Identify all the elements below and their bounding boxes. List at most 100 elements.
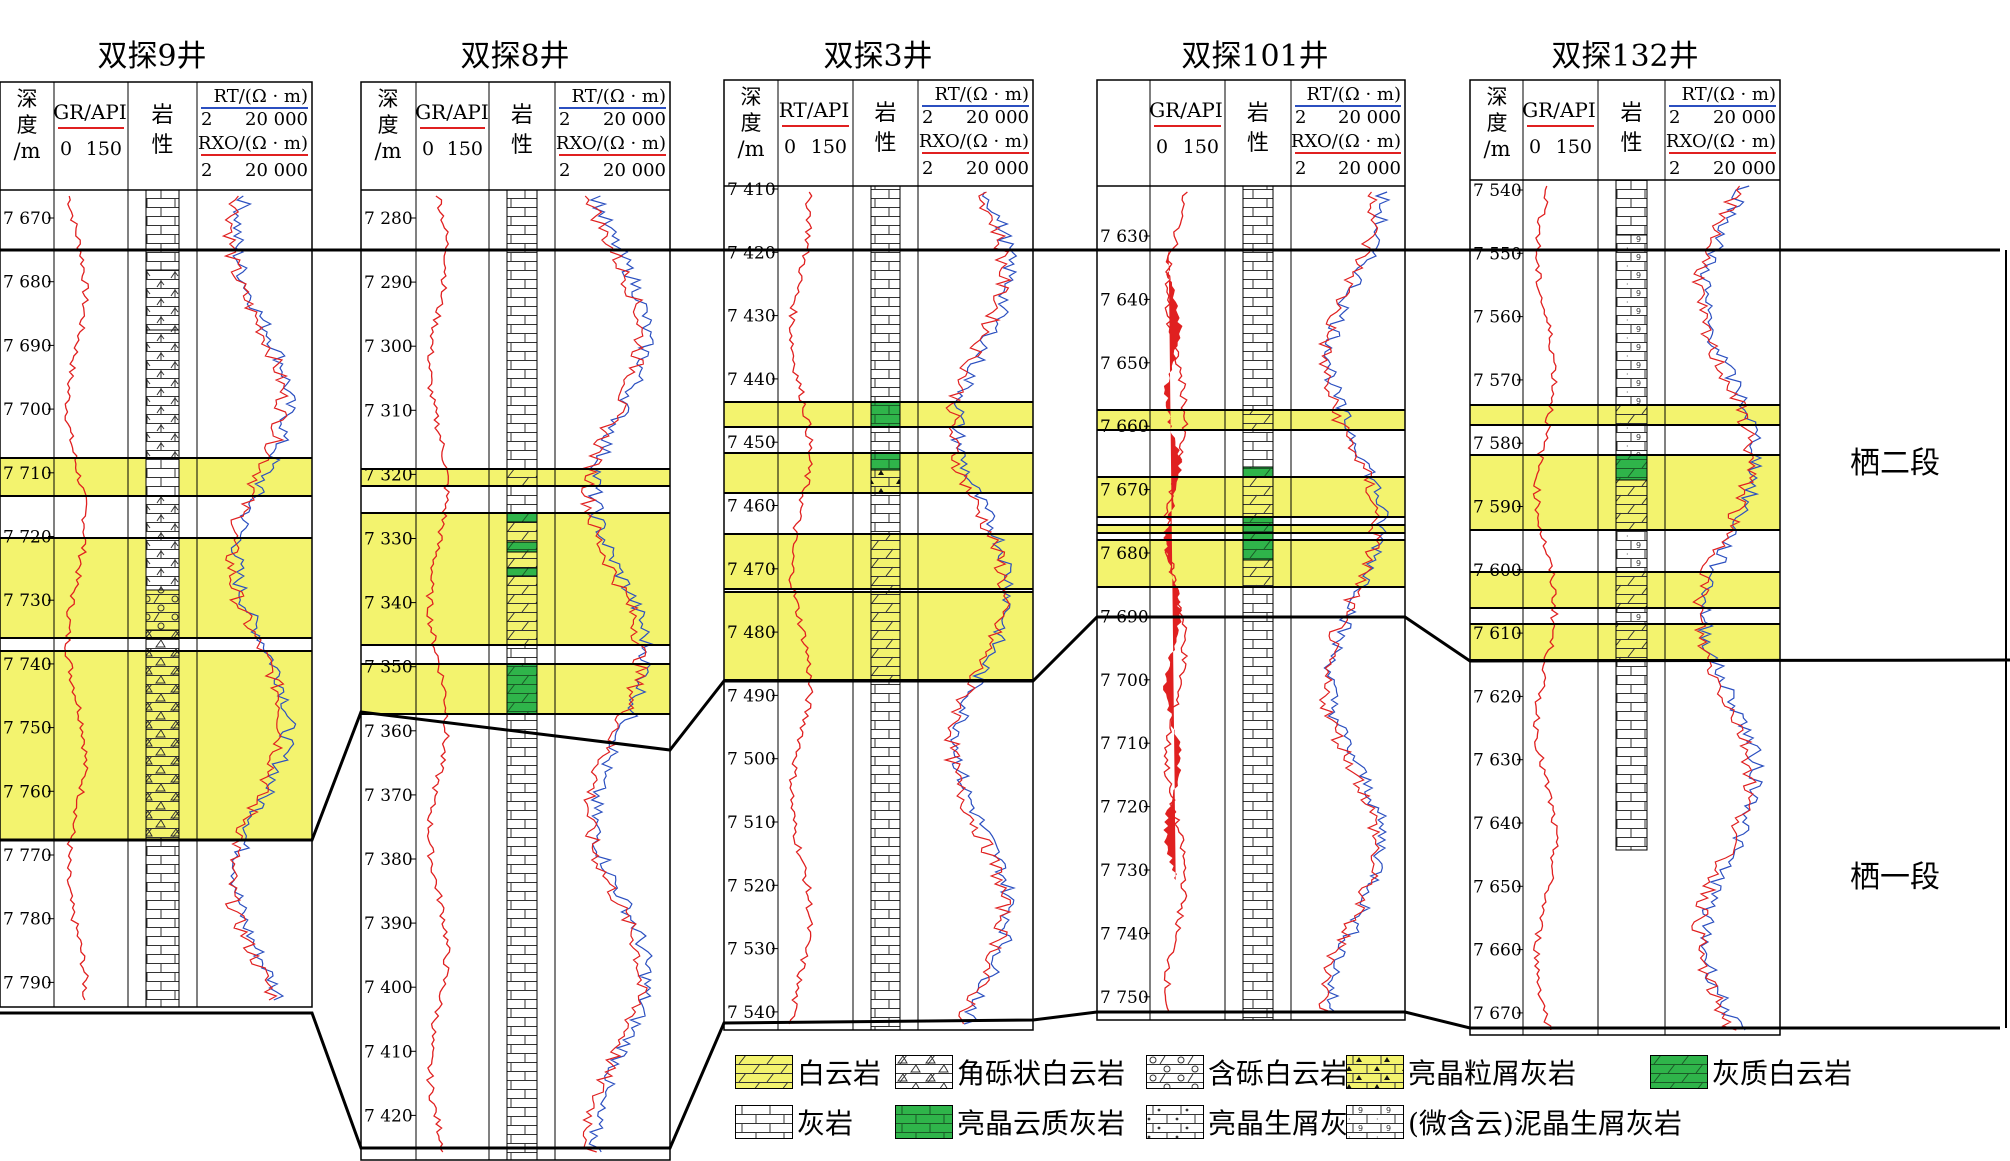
depth-tick-label: 7 650 xyxy=(1100,354,1149,374)
lith-interval-limedol xyxy=(1242,539,1274,561)
depth-tick-label: 7 330 xyxy=(364,530,413,550)
lith-interval-dolomite xyxy=(1242,476,1274,518)
lith-interval-brecciadol xyxy=(145,329,180,459)
legend-swatch xyxy=(895,1055,953,1089)
rxo-scale-max: 20 000 xyxy=(245,160,308,181)
rt-scale-max: 20 000 xyxy=(1338,107,1401,128)
rxo-label: RXO/(Ω · m) xyxy=(1666,131,1776,152)
legend-item-dolomite: 白云岩 xyxy=(735,1052,881,1092)
depth-tick-label: 7 700 xyxy=(3,400,52,420)
legend-swatch xyxy=(1346,1105,1404,1139)
rxo-scale-max: 20 000 xyxy=(966,158,1029,179)
legend-item-sparite: 亮晶粒屑灰岩 xyxy=(1346,1052,1576,1092)
curve1-scale-min: 0 xyxy=(1156,136,1168,158)
depth-tick-label: 7 670 xyxy=(1473,1004,1522,1024)
depth-tick-label: 7 380 xyxy=(364,850,413,870)
gr-curve xyxy=(64,195,90,1001)
rt-scale-min: 2 xyxy=(201,109,212,130)
curve1-scale-min: 0 xyxy=(784,136,796,158)
depth-tick-label: 7 740 xyxy=(1100,924,1149,944)
depth-tick-label: 7 540 xyxy=(1473,181,1522,201)
lith-interval-limestone xyxy=(145,457,180,497)
depth-tick-label: 7 470 xyxy=(727,560,776,580)
lith-interval-limestone xyxy=(145,189,180,271)
rt-label: RT/(Ω · m) xyxy=(571,86,666,107)
depth-tick-label: 7 690 xyxy=(3,336,52,356)
lith-interval-dolomite xyxy=(1615,571,1648,609)
lith-header: 岩 xyxy=(1247,101,1269,126)
well-frame xyxy=(1096,79,1406,1021)
rxo-curve xyxy=(579,195,649,1153)
legend-swatch xyxy=(895,1105,953,1139)
legend-label: (微含云)泥晶生屑灰岩 xyxy=(1408,1107,1682,1140)
depth-tick-label: 7 480 xyxy=(727,623,776,643)
depth-tick-label: 7 730 xyxy=(3,591,52,611)
legend-item-gravel: 含砾白云岩 xyxy=(1146,1052,1348,1092)
rt-curve xyxy=(230,195,297,1001)
depth-tick-label: 7 290 xyxy=(364,273,413,293)
lith-interval-brecciadol xyxy=(145,269,180,331)
lith-interval-limestone xyxy=(870,426,901,454)
rt-label: RT/(Ω · m) xyxy=(934,84,1029,105)
depth-tick-label: 7 750 xyxy=(3,719,52,739)
depth-tick-label: 7 720 xyxy=(1100,798,1149,818)
curve1-label: GR/API xyxy=(53,100,127,124)
lith-interval-brecciadol xyxy=(145,495,180,591)
depth-header: /m xyxy=(738,137,765,161)
curve1-scale-max: 150 xyxy=(1556,136,1592,158)
depth-tick-label: 7 300 xyxy=(364,337,413,357)
lith-interval-limedol xyxy=(506,512,538,523)
lith-interval-dolomite xyxy=(506,575,538,646)
well-frame xyxy=(0,81,313,1008)
legend-label: 亮晶粒屑灰岩 xyxy=(1408,1057,1577,1090)
lith-interval-limestone xyxy=(1242,185,1274,411)
depth-tick-label: 7 430 xyxy=(727,307,776,327)
depth-tick-label: 7 520 xyxy=(727,876,776,896)
lith-header: 性 xyxy=(874,131,896,156)
legend-swatch xyxy=(1146,1055,1204,1089)
depth-header: 深 xyxy=(17,87,38,111)
legend-swatch xyxy=(1146,1105,1204,1139)
depth-tick-label: 7 630 xyxy=(1100,227,1149,247)
rt-scale-max: 20 000 xyxy=(245,109,308,130)
depth-tick-label: 7 640 xyxy=(1100,290,1149,310)
lith-interval-micrite xyxy=(1615,424,1648,456)
depth-header: /m xyxy=(14,139,41,163)
rt-scale-min: 2 xyxy=(922,107,933,128)
depth-tick-label: 7 360 xyxy=(364,722,413,742)
well-title: 双探101井 xyxy=(1181,39,1328,74)
lith-header: 岩 xyxy=(151,103,173,128)
legend-item-micrite: (微含云)泥晶生屑灰岩 xyxy=(1346,1102,1682,1142)
curve1-scale-max: 150 xyxy=(811,136,847,158)
rxo-scale-min: 2 xyxy=(922,158,933,179)
depth-tick-label: 7 350 xyxy=(364,658,413,678)
depth-tick-label: 7 550 xyxy=(1473,244,1522,264)
correlation-line-bot xyxy=(0,1010,2000,1150)
depth-tick-label: 7 500 xyxy=(727,750,776,770)
depth-header: /m xyxy=(1484,137,1511,161)
depth-tick-label: 7 590 xyxy=(1473,498,1522,518)
rxo-scale-min: 2 xyxy=(559,160,570,181)
gr-curve xyxy=(788,191,814,1025)
curve1-scale-max: 150 xyxy=(86,138,122,160)
lith-interval-micrite xyxy=(1615,607,1648,625)
lith-header: 岩 xyxy=(511,103,533,128)
rxo-curve xyxy=(1318,191,1383,1013)
lith-interval-gravel xyxy=(145,589,180,631)
lith-interval-dolomite xyxy=(1615,623,1648,661)
depth-header: 深 xyxy=(741,85,762,109)
depth-tick-label: 7 760 xyxy=(3,782,52,802)
lith-interval-limestone xyxy=(1615,179,1648,236)
lith-header: 岩 xyxy=(1620,101,1642,126)
depth-tick-label: 7 340 xyxy=(364,594,413,614)
legend-label: 灰岩 xyxy=(797,1107,854,1140)
legend-swatch xyxy=(1650,1055,1708,1089)
curve1-scale-min: 0 xyxy=(422,138,434,160)
legend-label: 灰质白云岩 xyxy=(1712,1057,1853,1090)
well-frame xyxy=(723,79,1034,1031)
lith-interval-limedol xyxy=(1242,516,1274,541)
depth-tick-label: 7 490 xyxy=(727,686,776,706)
